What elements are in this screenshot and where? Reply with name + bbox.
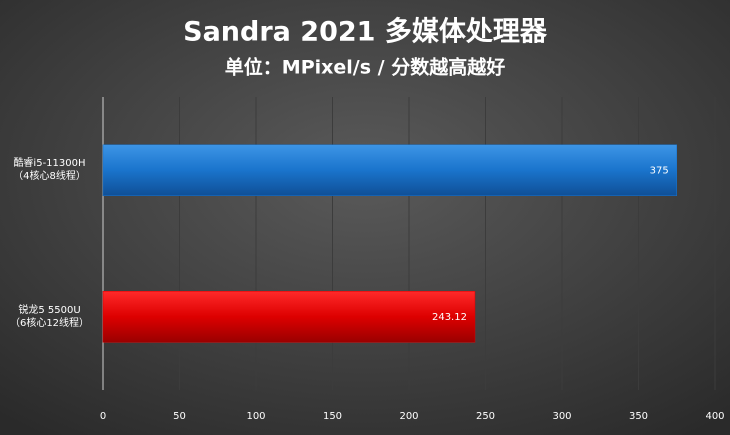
- x-tick-label: 100: [246, 411, 265, 422]
- chart-title: Sandra 2021 多媒体处理器: [183, 16, 548, 48]
- x-tick-label: 50: [173, 411, 186, 422]
- x-tick-label: 0: [100, 411, 106, 422]
- x-tick-label: 150: [323, 411, 342, 422]
- value-label: 243.12: [432, 312, 467, 323]
- y-tick-label: 锐龙5 5500U （6核心12线程）: [9, 304, 90, 329]
- category-label: 酷睿i5-11300H （4核心8线程）: [13, 158, 86, 183]
- x-tick-label: 350: [629, 411, 648, 422]
- x-tick-label: 400: [705, 411, 724, 422]
- x-tick-label: 200: [399, 411, 418, 422]
- bar: [102, 291, 476, 343]
- category-label: 锐龙5 5500U （6核心12线程）: [9, 304, 90, 329]
- value-label: 375: [650, 165, 669, 176]
- x-tick-label: 250: [476, 411, 495, 422]
- y-tick-label: 酷睿i5-11300H （4核心8线程）: [13, 158, 86, 183]
- bar: [102, 144, 677, 196]
- chart-subtitle: 单位：MPixel/s / 分数越高越好: [225, 56, 505, 79]
- x-tick-label: 300: [552, 411, 571, 422]
